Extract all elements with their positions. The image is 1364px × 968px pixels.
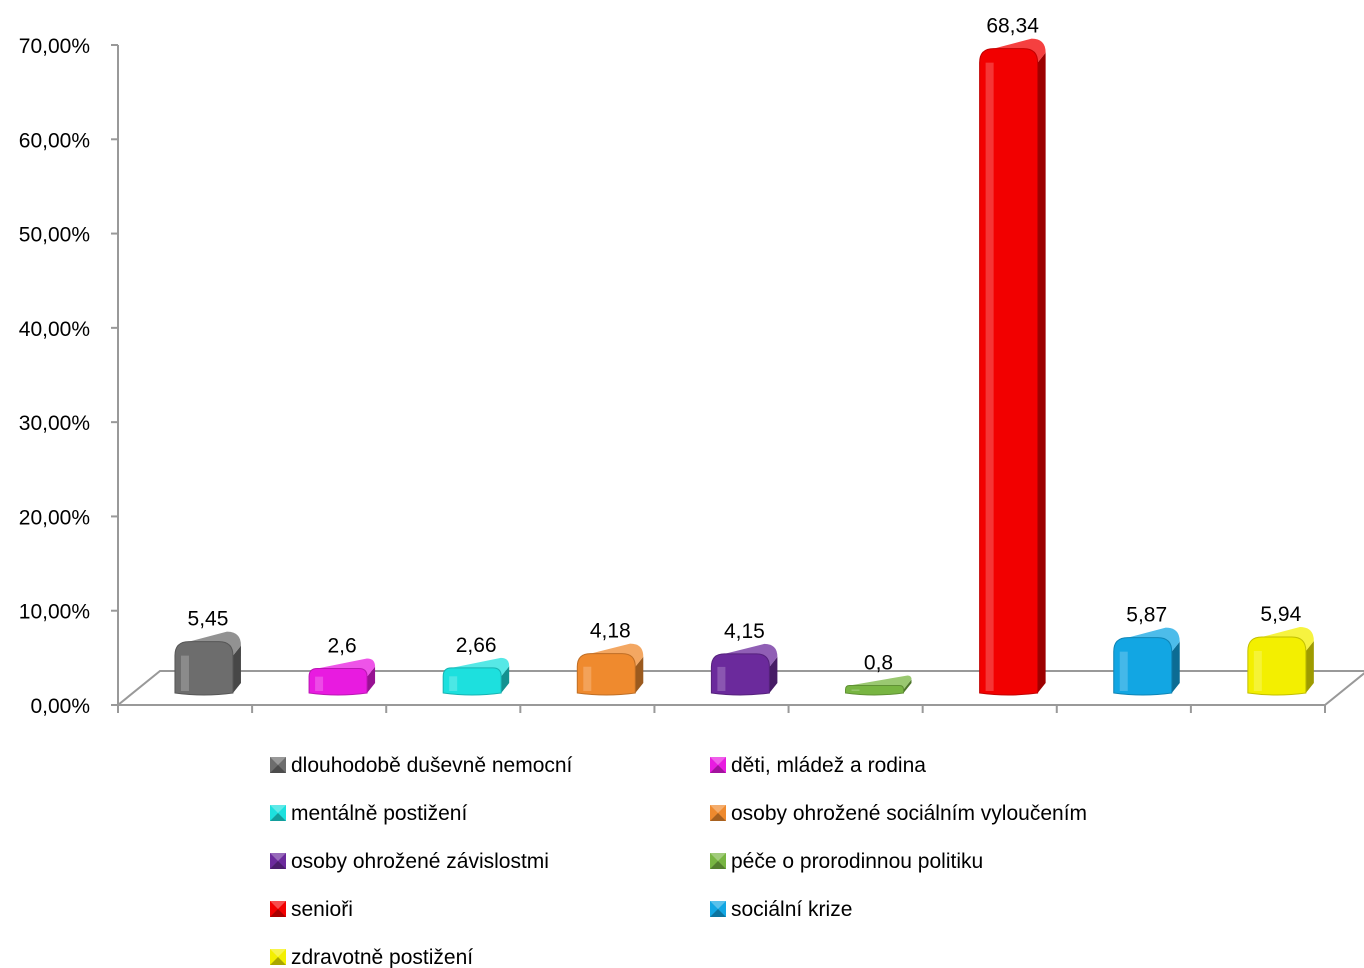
legend-swatch-bevel	[710, 757, 726, 765]
y-tick-label: 70,00%	[19, 35, 90, 58]
legend-swatch-bevel	[270, 853, 286, 861]
data-label: 0,8	[864, 651, 893, 674]
legend-label: dlouhodobě duševně nemocní	[291, 754, 573, 777]
data-label: 2,66	[456, 634, 497, 657]
legend-swatch-bevel	[270, 805, 286, 813]
y-tick-label: 10,00%	[19, 601, 90, 624]
legend-label: mentálně postižení	[291, 802, 467, 825]
legend-item: dlouhodobě duševně nemocní	[270, 754, 573, 777]
bar-side	[501, 666, 510, 693]
legend-swatch-bevel	[710, 853, 726, 861]
legend-item: sociální krize	[710, 898, 852, 921]
bar-highlight	[985, 62, 994, 691]
bar-highlight	[449, 676, 458, 691]
legend-label: senioři	[291, 898, 353, 921]
legend-label: zdravotně postižení	[291, 946, 473, 968]
legend-item: zdravotně postižení	[270, 946, 473, 968]
bar-side	[232, 645, 241, 693]
bar	[1247, 626, 1314, 696]
bar	[979, 38, 1046, 696]
y-tick-label: 60,00%	[19, 129, 90, 152]
data-label: 4,18	[590, 620, 631, 643]
bar-front	[576, 653, 636, 696]
legend-swatch-bevel	[270, 813, 286, 821]
bar-highlight	[851, 689, 860, 691]
bar-front	[845, 684, 905, 696]
bar-highlight	[315, 676, 324, 691]
bar	[442, 657, 510, 696]
bar-side	[1171, 641, 1180, 693]
bar-front	[442, 667, 502, 696]
legend-label: osoby ohrožené závislostmi	[291, 850, 549, 873]
bar-highlight	[1253, 650, 1262, 691]
legend-swatch-bevel	[270, 949, 286, 957]
bar-front	[174, 641, 234, 696]
bar-front	[710, 653, 770, 696]
legend-item: osoby ohrožené sociálním vyloučením	[710, 802, 1087, 825]
data-label: 5,45	[188, 608, 229, 631]
y-tick-label: 0,00%	[30, 695, 90, 718]
chart-legend: dlouhodobě duševně nemocní děti, mládež a…	[270, 754, 1087, 968]
y-tick-label: 20,00%	[19, 506, 90, 529]
data-label: 4,15	[724, 620, 765, 643]
bar-side	[1305, 640, 1314, 693]
data-label: 2,6	[327, 634, 356, 657]
legend-item: děti, mládež a rodina	[710, 754, 926, 777]
chart-bars	[174, 38, 1314, 696]
bar-side	[1037, 52, 1046, 693]
chart-data-labels: 5,45 2,6 2,66 4,18 4,15 0,8 68,34 5,87 5,94	[188, 15, 1302, 675]
legend-label: sociální krize	[731, 898, 852, 921]
legend-label: děti, mládež a rodina	[731, 754, 926, 777]
y-tick-label: 40,00%	[19, 318, 90, 341]
data-label: 5,94	[1260, 603, 1301, 626]
y-tick-label: 50,00%	[19, 224, 90, 247]
bar-side	[367, 666, 376, 693]
legend-swatch-bevel	[270, 957, 286, 965]
bar-highlight	[717, 666, 726, 691]
bar	[1113, 627, 1180, 696]
bar-front	[308, 667, 368, 696]
legend-item: osoby ohrožené závislostmi	[270, 850, 549, 873]
bar	[576, 643, 644, 696]
legend-swatch-bevel	[270, 757, 286, 765]
bar	[710, 643, 778, 696]
legend-item: péče o prorodinnou politiku	[710, 850, 983, 873]
bar-side	[769, 656, 778, 693]
legend-swatch-bevel	[710, 813, 726, 821]
legend-swatch-bevel	[710, 861, 726, 869]
bar-highlight	[1119, 651, 1128, 691]
bar-front	[1113, 637, 1173, 696]
legend-label: péče o prorodinnou politiku	[731, 850, 983, 873]
bar-front	[979, 48, 1039, 696]
bar-highlight	[180, 655, 189, 691]
bar-side	[903, 679, 912, 693]
legend-swatch-bevel	[710, 909, 726, 917]
data-label: 5,87	[1126, 604, 1167, 627]
bar-highlight	[583, 666, 592, 691]
legend-swatch-bevel	[710, 805, 726, 813]
bar	[174, 631, 241, 696]
legend-item: mentálně postižení	[270, 802, 467, 825]
bar-front	[1247, 636, 1307, 696]
legend-label: osoby ohrožené sociálním vyloučením	[731, 802, 1087, 825]
legend-swatch-bevel	[270, 901, 286, 909]
legend-swatch-bevel	[270, 909, 286, 917]
legend-swatch-bevel	[710, 765, 726, 773]
y-tick-label: 30,00%	[19, 412, 90, 435]
data-label: 68,34	[986, 15, 1039, 38]
legend-item: senioři	[270, 898, 353, 921]
legend-swatch-bevel	[270, 765, 286, 773]
bar	[845, 675, 912, 696]
legend-swatch-bevel	[270, 861, 286, 869]
chart-axes: 0,00% 10,00% 20,00% 30,00% 40,00% 50,00% 60,00…	[19, 35, 1364, 718]
bar	[308, 658, 376, 696]
legend-swatch-bevel	[710, 901, 726, 909]
bar-side	[635, 656, 644, 693]
